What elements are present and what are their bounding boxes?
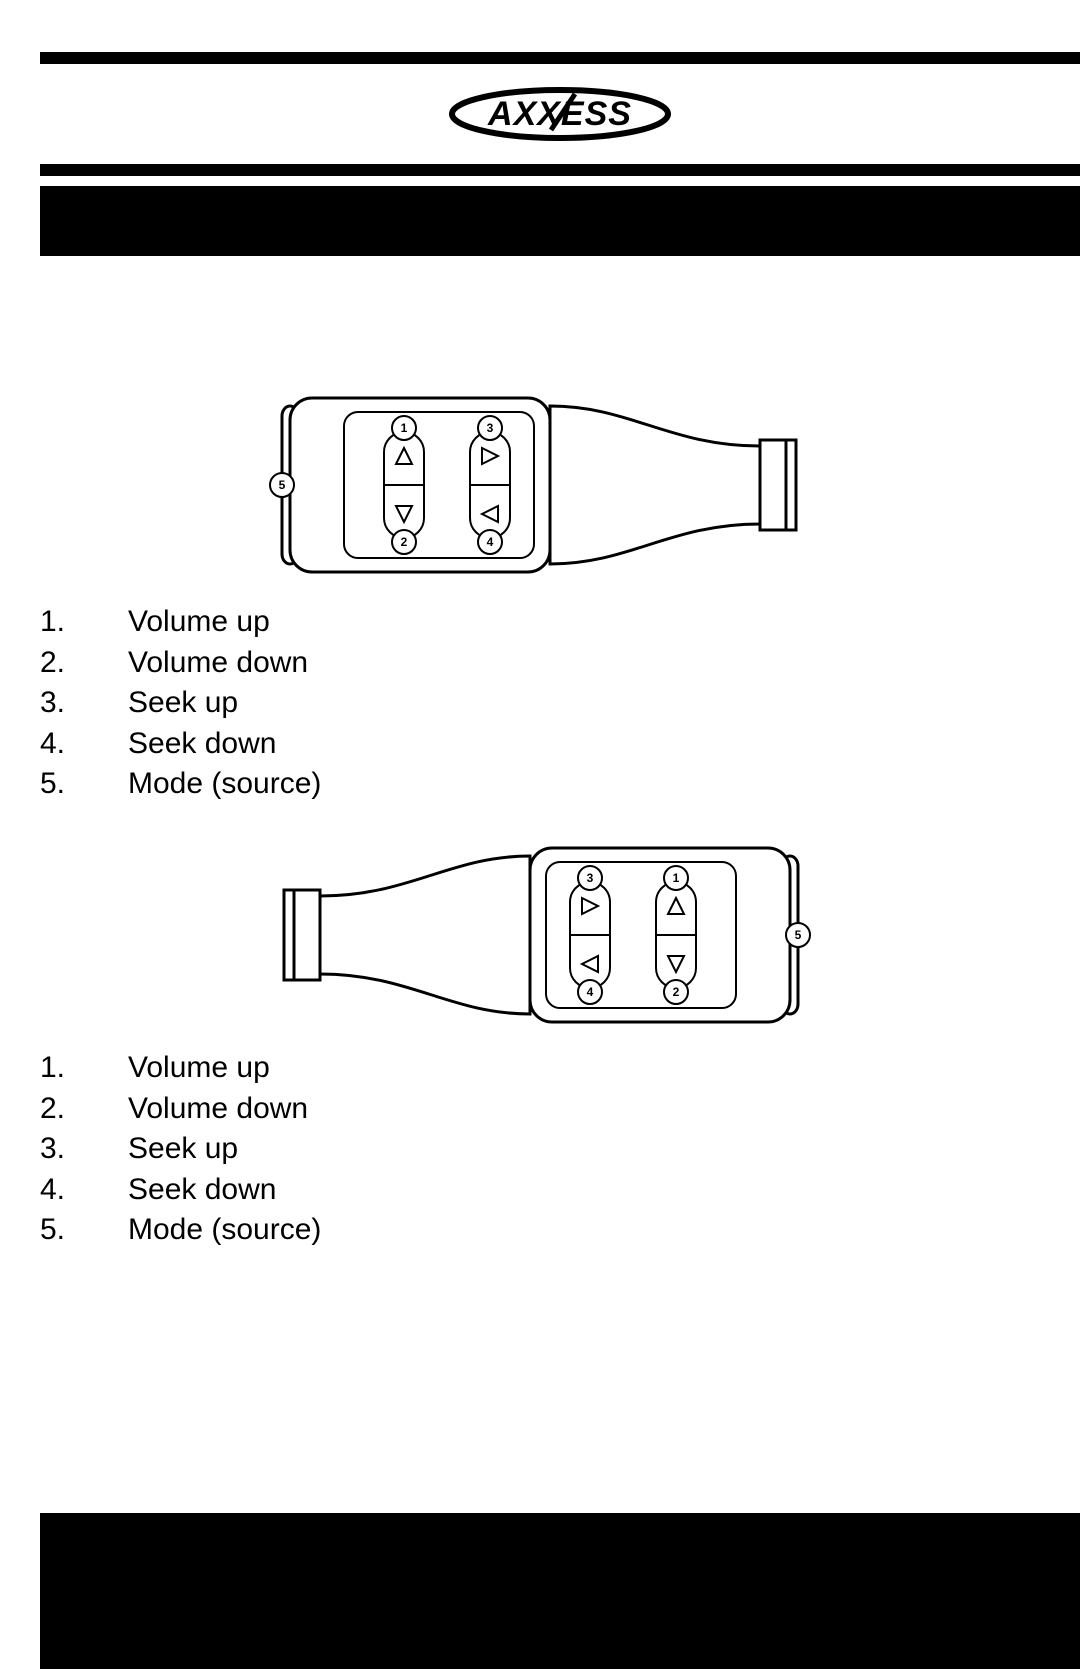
legend-label: Volume down (128, 1089, 308, 1130)
sub-header-band (40, 186, 1080, 256)
page-number: 4 (0, 1575, 1080, 1609)
legend-label: Volume down (128, 643, 308, 684)
legend-num: 5. (40, 764, 128, 805)
legend-row: 4.Seek down (40, 1170, 321, 1211)
legend-label: Seek up (128, 1129, 238, 1170)
legend-label: Seek down (128, 1170, 276, 1211)
legend-list-a: 1.Volume up2.Volume down3.Seek up4.Seek … (40, 602, 321, 805)
svg-text:4: 4 (587, 985, 594, 999)
legend-row: 5.Mode (source) (40, 764, 321, 805)
legend-row: 1.Volume up (40, 1048, 321, 1089)
svg-text:5: 5 (795, 928, 802, 942)
header-band: AXXESS (40, 52, 1080, 176)
legend-num: 4. (40, 724, 128, 765)
legend-num: 3. (40, 1129, 128, 1170)
svg-text:5: 5 (279, 478, 286, 492)
legend-label: Seek up (128, 683, 238, 724)
legend-label: Volume up (128, 602, 270, 643)
legend-row: 5.Mode (source) (40, 1210, 321, 1251)
legend-row: 3.Seek up (40, 683, 321, 724)
legend-num: 1. (40, 1048, 128, 1089)
legend-row: 2.Volume down (40, 1089, 321, 1130)
svg-text:3: 3 (487, 421, 494, 435)
legend-num: 2. (40, 643, 128, 684)
legend-row: 1.Volume up (40, 602, 321, 643)
legend-row: 2.Volume down (40, 643, 321, 684)
svg-text:2: 2 (401, 535, 408, 549)
legend-list-b: 1.Volume up2.Volume down3.Seek up4.Seek … (40, 1048, 321, 1251)
legend-num: 4. (40, 1170, 128, 1211)
legend-label: Mode (source) (128, 1210, 321, 1251)
legend-num: 3. (40, 683, 128, 724)
brand-logo-text: AXXESS (488, 95, 632, 134)
legend-row: 3.Seek up (40, 1129, 321, 1170)
svg-text:2: 2 (673, 985, 680, 999)
legend-num: 2. (40, 1089, 128, 1130)
legend-label: Mode (source) (128, 764, 321, 805)
legend-num: 5. (40, 1210, 128, 1251)
svg-text:1: 1 (673, 871, 680, 885)
diagram-left-stalk: 1 3 2 4 5 (0, 392, 1080, 578)
svg-text:3: 3 (587, 871, 594, 885)
page: AXXESS 13245 1.Volume up2.Volume down3.S… (0, 0, 1080, 1669)
svg-text:1: 1 (401, 421, 408, 435)
stalk-right-icon: 3 1 4 2 5 (260, 842, 820, 1028)
legend-label: Volume up (128, 1048, 270, 1089)
stalk-left-icon: 1 3 2 4 5 (260, 392, 820, 578)
svg-text:4: 4 (487, 535, 494, 549)
legend-label: Seek down (128, 724, 276, 765)
legend-num: 1. (40, 602, 128, 643)
brand-logo: AXXESS (40, 52, 1080, 176)
legend-row: 4.Seek down (40, 724, 321, 765)
brand-logo-pill: AXXESS (445, 84, 675, 144)
diagram-right-stalk: 3 1 4 2 5 (0, 842, 1080, 1028)
